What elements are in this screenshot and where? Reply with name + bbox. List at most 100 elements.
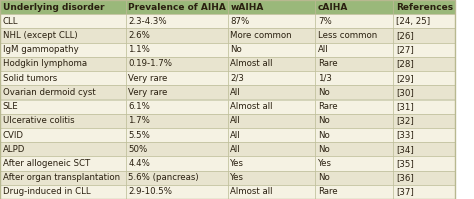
Bar (228, 57, 315, 71)
Bar (393, 114, 455, 128)
Bar (126, 114, 228, 128)
Text: More common: More common (230, 31, 292, 40)
Text: [27]: [27] (396, 45, 414, 54)
Bar (126, 28, 228, 43)
Bar (126, 0, 228, 14)
Bar (393, 28, 455, 43)
Text: Hodgkin lymphoma: Hodgkin lymphoma (3, 60, 87, 68)
Text: Rare: Rare (318, 102, 337, 111)
Bar (315, 14, 393, 28)
Bar (0, 43, 126, 57)
Bar (393, 128, 455, 142)
Text: Rare: Rare (318, 60, 337, 68)
Bar (0, 14, 126, 28)
Text: Ovarian dermoid cyst: Ovarian dermoid cyst (3, 88, 96, 97)
Bar (315, 71, 393, 85)
Text: No: No (230, 45, 242, 54)
Text: [36]: [36] (396, 173, 414, 182)
Bar (126, 43, 228, 57)
Text: 1.1%: 1.1% (128, 45, 150, 54)
Bar (228, 28, 315, 43)
Text: ALPD: ALPD (3, 145, 25, 154)
Text: 87%: 87% (230, 17, 250, 26)
Bar (126, 100, 228, 114)
Text: Almost all: Almost all (230, 60, 273, 68)
Text: Yes: Yes (318, 159, 332, 168)
Bar (0, 156, 126, 171)
Bar (393, 100, 455, 114)
Bar (228, 71, 315, 85)
Bar (315, 171, 393, 185)
Bar (0, 100, 126, 114)
Text: 50%: 50% (128, 145, 148, 154)
Text: No: No (318, 131, 330, 139)
Text: After allogeneic SCT: After allogeneic SCT (3, 159, 90, 168)
Bar (315, 43, 393, 57)
Bar (228, 185, 315, 199)
Text: [31]: [31] (396, 102, 414, 111)
Text: Prevalence of AIHA: Prevalence of AIHA (128, 3, 226, 12)
Text: No: No (318, 145, 330, 154)
Text: SLE: SLE (3, 102, 18, 111)
Text: 6.1%: 6.1% (128, 102, 150, 111)
Bar (228, 85, 315, 100)
Text: 2.3-4.3%: 2.3-4.3% (128, 17, 167, 26)
Bar (228, 128, 315, 142)
Bar (228, 100, 315, 114)
Bar (315, 85, 393, 100)
Bar (126, 128, 228, 142)
Text: All: All (318, 45, 328, 54)
Bar (393, 71, 455, 85)
Bar (0, 71, 126, 85)
Bar (126, 71, 228, 85)
Text: [33]: [33] (396, 131, 414, 139)
Text: NHL (except CLL): NHL (except CLL) (3, 31, 77, 40)
Bar (393, 57, 455, 71)
Text: cAIHA: cAIHA (318, 3, 348, 12)
Text: 2/3: 2/3 (230, 74, 244, 83)
Bar (228, 156, 315, 171)
Text: [26]: [26] (396, 31, 414, 40)
Text: [28]: [28] (396, 60, 414, 68)
Bar (0, 85, 126, 100)
Text: Very rare: Very rare (128, 88, 168, 97)
Bar (315, 28, 393, 43)
Text: No: No (318, 116, 330, 125)
Text: 1/3: 1/3 (318, 74, 332, 83)
Text: IgM gammopathy: IgM gammopathy (3, 45, 79, 54)
Text: 7%: 7% (318, 17, 332, 26)
Bar (393, 14, 455, 28)
Text: No: No (318, 88, 330, 97)
Text: Ulcerative colitis: Ulcerative colitis (3, 116, 74, 125)
Text: Yes: Yes (230, 173, 245, 182)
Text: CVID: CVID (3, 131, 24, 139)
Bar (393, 171, 455, 185)
Text: [30]: [30] (396, 88, 414, 97)
Text: Underlying disorder: Underlying disorder (3, 3, 104, 12)
Bar (228, 142, 315, 156)
Bar (393, 85, 455, 100)
Text: 2.9-10.5%: 2.9-10.5% (128, 187, 173, 196)
Text: Drug-induced in CLL: Drug-induced in CLL (3, 187, 91, 196)
Text: [24, 25]: [24, 25] (396, 17, 430, 26)
Text: Rare: Rare (318, 187, 337, 196)
Bar (0, 185, 126, 199)
Text: [32]: [32] (396, 116, 414, 125)
Bar (126, 142, 228, 156)
Text: 4.4%: 4.4% (128, 159, 150, 168)
Bar (228, 114, 315, 128)
Bar (315, 142, 393, 156)
Text: All: All (230, 88, 241, 97)
Bar (126, 14, 228, 28)
Text: [35]: [35] (396, 159, 414, 168)
Bar (228, 43, 315, 57)
Text: All: All (230, 145, 241, 154)
Bar (126, 57, 228, 71)
Text: After organ transplantation: After organ transplantation (3, 173, 120, 182)
Bar (0, 57, 126, 71)
Bar (315, 128, 393, 142)
Bar (126, 185, 228, 199)
Bar (228, 14, 315, 28)
Text: References: References (396, 3, 454, 12)
Bar (0, 171, 126, 185)
